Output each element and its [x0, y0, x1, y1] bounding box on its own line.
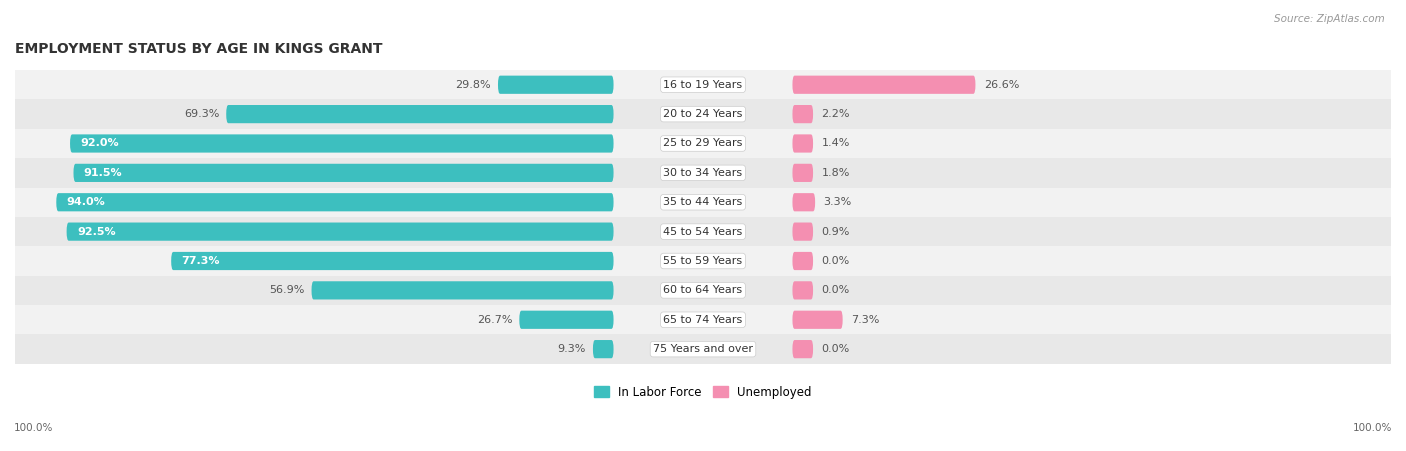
FancyBboxPatch shape	[73, 164, 613, 182]
FancyBboxPatch shape	[793, 76, 976, 94]
Text: 0.0%: 0.0%	[821, 285, 849, 295]
FancyBboxPatch shape	[793, 252, 813, 270]
Text: 100.0%: 100.0%	[14, 423, 53, 433]
Text: 0.9%: 0.9%	[821, 226, 849, 237]
Text: Source: ZipAtlas.com: Source: ZipAtlas.com	[1274, 14, 1385, 23]
Bar	[15, 188, 1391, 217]
Legend: In Labor Force, Unemployed: In Labor Force, Unemployed	[589, 381, 817, 404]
Text: 7.3%: 7.3%	[851, 315, 879, 325]
FancyBboxPatch shape	[793, 134, 813, 152]
Bar	[15, 335, 1391, 364]
Text: 2.2%: 2.2%	[821, 109, 849, 119]
Text: EMPLOYMENT STATUS BY AGE IN KINGS GRANT: EMPLOYMENT STATUS BY AGE IN KINGS GRANT	[15, 42, 382, 56]
Text: 30 to 34 Years: 30 to 34 Years	[664, 168, 742, 178]
Text: 29.8%: 29.8%	[456, 80, 491, 90]
Text: 55 to 59 Years: 55 to 59 Years	[664, 256, 742, 266]
Text: 45 to 54 Years: 45 to 54 Years	[664, 226, 742, 237]
FancyBboxPatch shape	[793, 222, 813, 241]
FancyBboxPatch shape	[172, 252, 613, 270]
Text: 60 to 64 Years: 60 to 64 Years	[664, 285, 742, 295]
Bar	[15, 129, 1391, 158]
FancyBboxPatch shape	[793, 164, 813, 182]
Text: 26.6%: 26.6%	[984, 80, 1019, 90]
Text: 91.5%: 91.5%	[84, 168, 122, 178]
Text: 16 to 19 Years: 16 to 19 Years	[664, 80, 742, 90]
Bar	[15, 246, 1391, 276]
Text: 1.8%: 1.8%	[821, 168, 849, 178]
Bar	[15, 99, 1391, 129]
FancyBboxPatch shape	[519, 311, 613, 329]
Text: 0.0%: 0.0%	[821, 344, 849, 354]
Text: 20 to 24 Years: 20 to 24 Years	[664, 109, 742, 119]
FancyBboxPatch shape	[793, 340, 813, 358]
FancyBboxPatch shape	[498, 76, 613, 94]
FancyBboxPatch shape	[312, 281, 613, 299]
FancyBboxPatch shape	[593, 340, 613, 358]
FancyBboxPatch shape	[793, 311, 842, 329]
Text: 69.3%: 69.3%	[184, 109, 219, 119]
Text: 0.0%: 0.0%	[821, 256, 849, 266]
Text: 92.0%: 92.0%	[80, 138, 120, 148]
FancyBboxPatch shape	[56, 193, 613, 212]
FancyBboxPatch shape	[226, 105, 613, 123]
Bar	[15, 70, 1391, 99]
Text: 35 to 44 Years: 35 to 44 Years	[664, 197, 742, 207]
Bar	[15, 276, 1391, 305]
Text: 1.4%: 1.4%	[821, 138, 849, 148]
Text: 100.0%: 100.0%	[1353, 423, 1392, 433]
Text: 56.9%: 56.9%	[270, 285, 305, 295]
Text: 26.7%: 26.7%	[477, 315, 512, 325]
FancyBboxPatch shape	[793, 281, 813, 299]
Text: 75 Years and over: 75 Years and over	[652, 344, 754, 354]
FancyBboxPatch shape	[793, 193, 815, 212]
Text: 65 to 74 Years: 65 to 74 Years	[664, 315, 742, 325]
Bar	[15, 217, 1391, 246]
Text: 25 to 29 Years: 25 to 29 Years	[664, 138, 742, 148]
Text: 77.3%: 77.3%	[181, 256, 219, 266]
Text: 3.3%: 3.3%	[824, 197, 852, 207]
FancyBboxPatch shape	[793, 105, 813, 123]
Text: 94.0%: 94.0%	[66, 197, 105, 207]
Bar	[15, 158, 1391, 188]
Bar	[15, 305, 1391, 335]
Text: 9.3%: 9.3%	[558, 344, 586, 354]
FancyBboxPatch shape	[66, 222, 613, 241]
Text: 92.5%: 92.5%	[77, 226, 115, 237]
FancyBboxPatch shape	[70, 134, 613, 152]
